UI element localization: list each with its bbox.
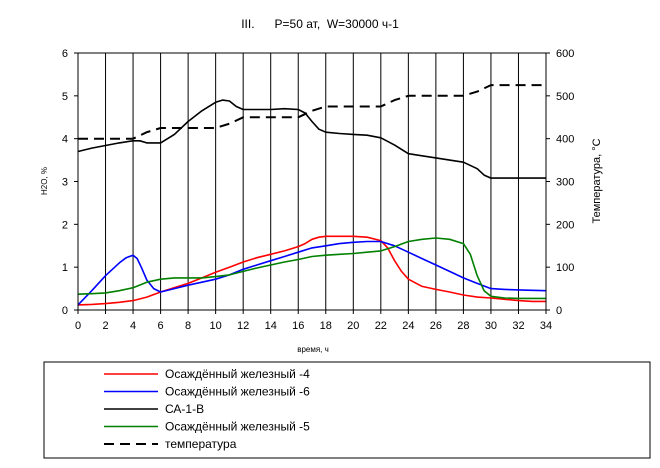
y-left-tick-label: 0 xyxy=(62,305,68,317)
y-right-tick-label: 0 xyxy=(556,305,562,317)
series-line-5 xyxy=(78,84,546,140)
x-tick-label: 24 xyxy=(402,320,414,332)
y-right-tick-label: 400 xyxy=(556,134,574,146)
y-right-tick-label: 500 xyxy=(556,91,574,103)
x-tick-label: 22 xyxy=(375,320,387,332)
x-tick-label: 4 xyxy=(130,320,136,332)
legend-label: СА-1-В xyxy=(165,402,204,416)
y-left-tick-label: 3 xyxy=(62,177,68,189)
y-left-tick-label: 4 xyxy=(62,134,68,146)
x-tick-label: 8 xyxy=(185,320,191,332)
y-right-tick-label: 300 xyxy=(556,177,574,189)
x-tick-label: 2 xyxy=(102,320,108,332)
grid xyxy=(105,53,519,310)
y-axis-left-ticks: 0 1 2 3 4 5 6 xyxy=(62,48,78,317)
x-tick-label: 16 xyxy=(292,320,304,332)
x-tick-label: 20 xyxy=(347,320,359,332)
y-left-tick-label: 2 xyxy=(62,219,68,231)
legend-entries: Осаждённый железный -4 Осаждённый железны… xyxy=(104,367,310,451)
y-axis-left-label: Н2О, % xyxy=(40,167,49,195)
series-line-4 xyxy=(77,237,546,300)
x-tick-label: 0 xyxy=(75,320,81,332)
x-axis-ticks: 0 2 4 6 8 10 12 14 16 18 20 22 24 26 28 30 32 34 xyxy=(75,310,552,332)
x-tick-label: 18 xyxy=(320,320,332,332)
y-right-tick-label: 200 xyxy=(556,219,574,231)
x-tick-label: 12 xyxy=(237,320,249,332)
legend xyxy=(43,361,651,459)
legend-label: Осаждённый железный -5 xyxy=(165,420,310,434)
x-tick-label: 32 xyxy=(512,320,524,332)
x-tick-label: 26 xyxy=(430,320,442,332)
x-tick-label: 10 xyxy=(210,320,222,332)
y-axis-right-ticks: 0 100 200 300 400 500 600 xyxy=(546,48,574,317)
legend-label: температура xyxy=(165,437,237,451)
x-tick-label: 34 xyxy=(540,320,552,332)
x-tick-label: 14 xyxy=(265,320,277,332)
y-right-tick-label: 100 xyxy=(556,262,574,274)
y-left-tick-label: 6 xyxy=(62,48,68,60)
y-left-tick-label: 5 xyxy=(62,91,68,103)
y-left-tick-label: 1 xyxy=(62,262,68,274)
x-axis-label: время, ч xyxy=(297,345,329,354)
x-tick-label: 6 xyxy=(158,320,164,332)
legend-label: Осаждённый железный -6 xyxy=(165,385,310,399)
y-axis-right-label: Температура, °С xyxy=(591,138,603,223)
x-tick-label: 30 xyxy=(485,320,497,332)
x-tick-label: 28 xyxy=(457,320,469,332)
series-line-2 xyxy=(77,240,547,306)
series-layer xyxy=(77,84,547,306)
chart-title: III. P=50 ат, W=30000 ч-1 xyxy=(241,17,399,31)
legend-label: Осаждённый железный -4 xyxy=(165,367,310,381)
y-right-tick-label: 600 xyxy=(556,48,574,60)
series-line-3 xyxy=(77,99,546,179)
